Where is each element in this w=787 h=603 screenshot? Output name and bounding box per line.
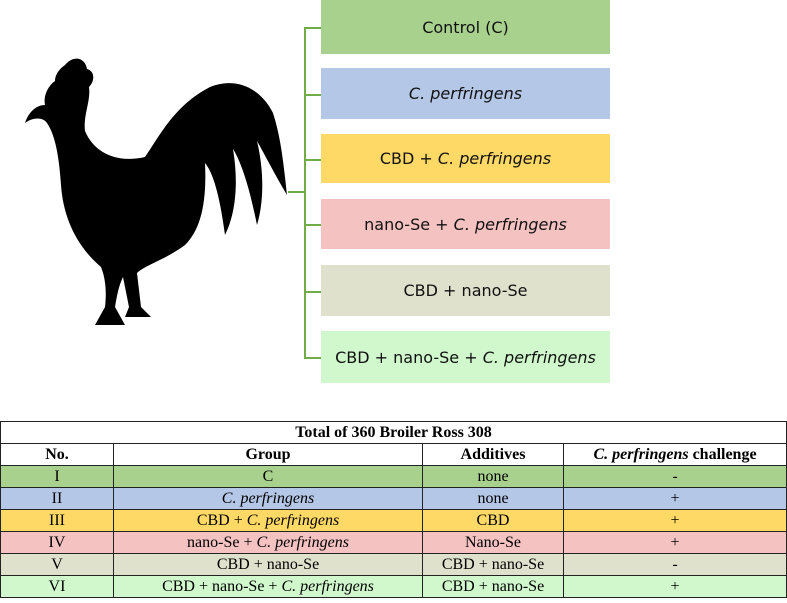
cell-challenge: + [563,509,787,532]
cell-additives: CBD + nano-Se [422,575,564,598]
group-box: C. perfringens [321,68,610,119]
group-box: CBD + C. perfringens [321,134,610,183]
header-additives: Additives [422,443,564,466]
table-row: V CBD + nano-Se CBD + nano-Se - [0,553,787,576]
cell-group: CBD + nano-Se [113,553,423,576]
table-row: IV nano-Se + C. perfringens Nano-Se + [0,531,787,554]
table-row: I C none - [0,465,787,488]
cell-additives: none [422,465,564,488]
cell-no: III [0,509,114,532]
cell-challenge: + [563,487,787,510]
group-box: CBD + nano-Se [321,265,610,316]
cell-group: C [113,465,423,488]
header-no: No. [0,443,114,466]
cell-group: nano-Se + C. perfringens [113,531,423,554]
group-box: Control (C) [321,0,610,54]
cell-no: II [0,487,114,510]
bracket-branch [304,357,321,359]
cell-group: C. perfringens [113,487,423,510]
bracket-line [304,27,306,358]
bracket-branch [304,290,321,293]
cell-additives: CBD [422,509,564,532]
table-title: Total of 360 Broiler Ross 308 [0,421,787,444]
group-box: CBD + nano-Se + C. perfringens [321,331,610,383]
bracket-branch [304,93,321,96]
cell-group: CBD + C. perfringens [113,509,423,532]
cell-challenge: + [563,575,787,598]
bracket-branch [304,27,321,29]
bracket-stem [288,191,305,193]
cell-no: VI [0,575,114,598]
cell-challenge: + [563,531,787,554]
cell-additives: none [422,487,564,510]
bracket-branch [304,158,321,161]
cell-no: V [0,553,114,576]
header-group: Group [113,443,423,466]
cell-group: CBD + nano-Se + C. perfringens [113,575,423,598]
table-row: VI CBD + nano-Se + C. perfringens CBD + … [0,575,787,598]
cell-no: IV [0,531,114,554]
cell-additives: CBD + nano-Se [422,553,564,576]
cell-no: I [0,465,114,488]
group-box: nano-Se + C. perfringens [321,199,610,249]
rooster-icon [25,58,287,325]
table-row: II C. perfringens none + [0,487,787,510]
cell-challenge: - [563,465,787,488]
table-row: III CBD + C. perfringens CBD + [0,509,787,532]
cell-additives: Nano-Se [422,531,564,554]
cell-challenge: - [563,553,787,576]
header-challenge: C. perfringens challenge [563,443,787,466]
groups-table: Total of 360 Broiler Ross 308 No. Group … [0,421,787,598]
bracket-branch [304,224,321,226]
